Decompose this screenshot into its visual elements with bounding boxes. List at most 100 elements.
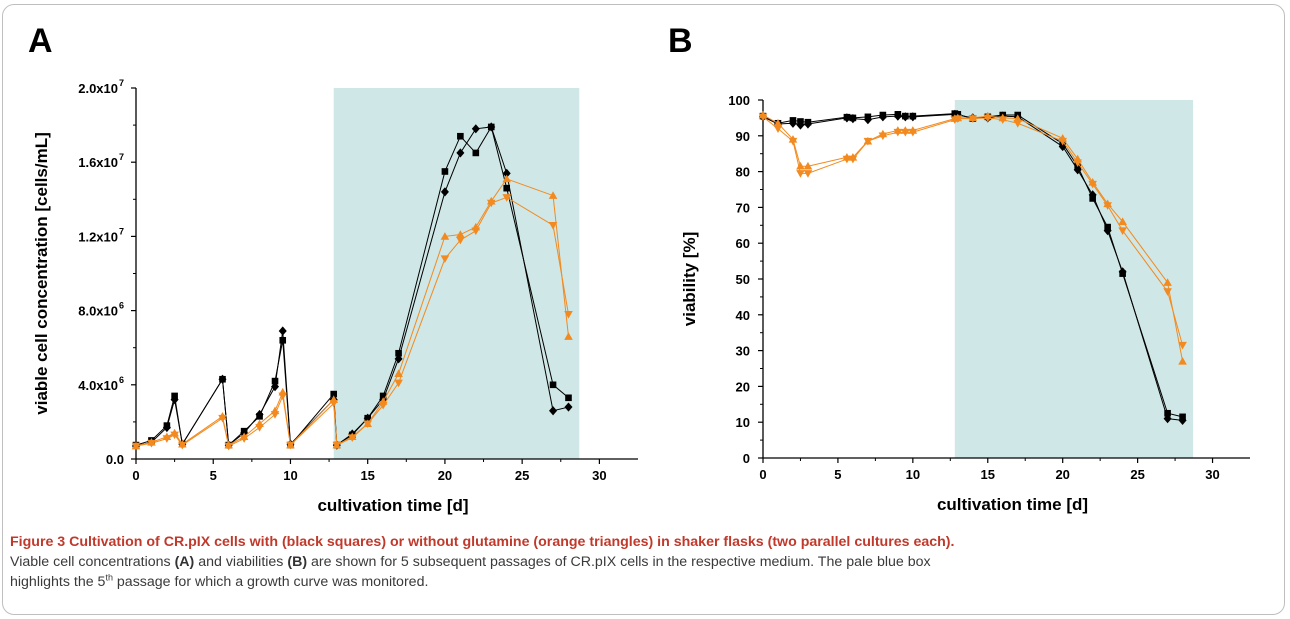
data-point [901, 128, 910, 137]
y-tick-label: 70 [736, 200, 750, 215]
data-point [457, 132, 464, 140]
y-tick-label: 0 [743, 451, 750, 466]
y-axis-label: viable cell concentration [cells/mL] [32, 132, 51, 414]
x-tick-label: 0 [132, 468, 139, 483]
y-tick-label: 30 [736, 344, 750, 359]
data-point [1088, 180, 1097, 189]
data-point [878, 132, 888, 141]
x-tick-label: 20 [1055, 467, 1069, 482]
data-point [378, 401, 388, 410]
data-point [363, 420, 372, 429]
x-tick-label: 15 [981, 467, 995, 482]
data-point [549, 406, 558, 416]
data-point [1013, 119, 1023, 128]
caption-text-5: passage for which a growth curve was mon… [112, 574, 429, 590]
data-point [788, 118, 797, 128]
data-point [456, 230, 465, 238]
data-point [440, 232, 450, 240]
x-axis-label: cultivation time [d] [937, 495, 1088, 514]
y-tick-exponent: 6 [119, 375, 124, 385]
data-point [1178, 341, 1187, 350]
y-tick-exponent: 7 [119, 226, 124, 236]
data-point [332, 441, 342, 450]
y-tick-label: 0.0 [106, 452, 124, 467]
data-point [224, 442, 233, 451]
caption-ref-b: (B) [287, 554, 308, 570]
data-point [270, 411, 280, 419]
data-point [394, 369, 403, 377]
data-point [803, 161, 813, 170]
series-3 [758, 113, 1187, 350]
y-tick-label: 8.0x10 [78, 304, 118, 319]
data-point [278, 326, 287, 336]
data-point [1178, 415, 1187, 426]
data-point [394, 379, 403, 388]
data-point [1118, 227, 1127, 235]
x-tick-label: 10 [906, 467, 920, 482]
caption-body-2: highlights the 5th passage for which a g… [10, 572, 1280, 592]
data-point [803, 170, 813, 178]
series-3 [131, 194, 573, 451]
x-tick-label: 5 [834, 467, 841, 482]
data-point [278, 392, 288, 401]
data-point [1118, 217, 1127, 226]
x-tick-label: 30 [592, 468, 606, 483]
panel-letter: A [28, 22, 53, 60]
data-point [1103, 202, 1112, 210]
data-point [908, 112, 917, 122]
data-point [271, 382, 280, 392]
y-tick-label: 40 [736, 308, 750, 323]
data-point [170, 431, 179, 440]
data-point [796, 170, 805, 178]
data-point [255, 409, 264, 420]
y-tick-label: 20 [736, 379, 750, 394]
data-point [803, 119, 812, 129]
caption-text-4: highlights the 5 [10, 574, 106, 590]
data-point [1103, 226, 1112, 236]
data-point [848, 155, 858, 164]
data-point [279, 336, 287, 344]
data-point [1163, 278, 1172, 286]
data-point [1118, 267, 1127, 277]
data-point [330, 390, 338, 398]
caption-text-1: Viable cell concentrations [10, 554, 175, 570]
caption-ref-a: (A) [174, 554, 195, 570]
chart-panel-a: A0 5 10 15 20 25 300.04.0x10 68.0x10 61.2x10 71.6… [28, 22, 638, 515]
y-tick-label: 100 [728, 93, 750, 108]
data-point [239, 435, 249, 443]
data-point [893, 111, 902, 121]
panel-letter: B [668, 22, 693, 60]
data-point [162, 422, 171, 433]
data-point [863, 137, 873, 146]
data-point [471, 227, 481, 236]
data-point [440, 187, 449, 197]
x-tick-label: 20 [438, 468, 452, 483]
caption-text-2: and viabilities [194, 554, 288, 570]
data-point [564, 332, 573, 340]
data-point [1058, 137, 1067, 146]
data-point [796, 120, 805, 130]
data-point [147, 439, 156, 448]
x-tick-label: 0 [759, 467, 766, 482]
data-point [471, 124, 480, 134]
data-point [395, 349, 402, 357]
y-tick-exponent: 7 [119, 78, 124, 88]
data-point [564, 402, 573, 412]
y-tick-label: 80 [736, 165, 750, 180]
y-tick-label: 50 [736, 272, 750, 287]
data-point [1178, 357, 1187, 365]
data-point [842, 155, 852, 164]
figure-frame [2, 4, 1285, 615]
x-tick-label: 5 [210, 468, 217, 483]
data-point [548, 191, 558, 199]
data-point [1163, 414, 1172, 424]
data-point [503, 184, 511, 192]
y-tick-label: 60 [736, 236, 750, 251]
data-point [549, 381, 557, 389]
data-point [953, 115, 963, 123]
data-point [472, 149, 480, 157]
x-axis-label: cultivation time [d] [317, 496, 468, 515]
data-point [1163, 288, 1172, 296]
data-point [773, 118, 783, 127]
caption-text-3: are shown for 5 subsequent passages of C… [307, 554, 931, 570]
